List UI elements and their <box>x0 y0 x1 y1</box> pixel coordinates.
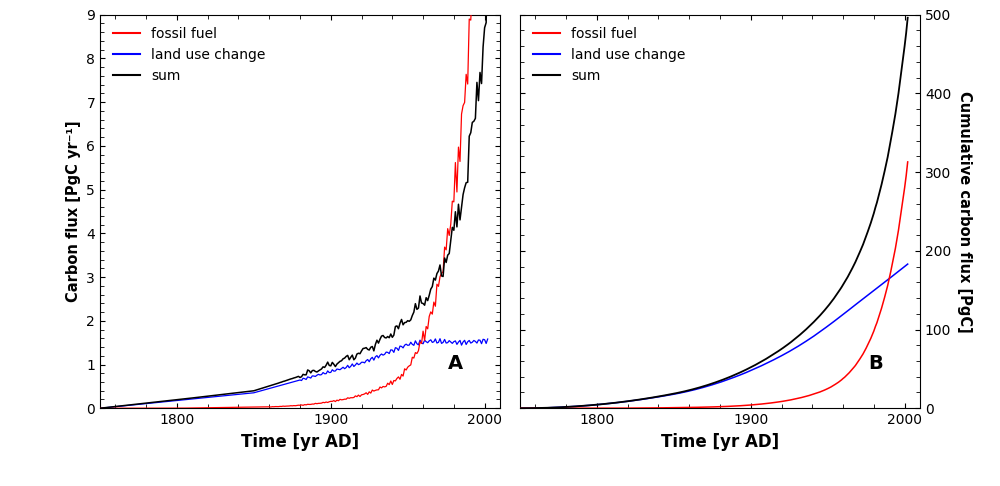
Text: B: B <box>868 354 883 373</box>
X-axis label: Time [yr AD]: Time [yr AD] <box>661 433 779 451</box>
X-axis label: Time [yr AD]: Time [yr AD] <box>241 433 359 451</box>
Y-axis label: Carbon flux [PgC yr⁻¹]: Carbon flux [PgC yr⁻¹] <box>66 121 81 302</box>
Legend: fossil fuel, land use change, sum: fossil fuel, land use change, sum <box>527 21 691 88</box>
Text: A: A <box>448 354 463 373</box>
Legend: fossil fuel, land use change, sum: fossil fuel, land use change, sum <box>107 21 271 88</box>
Y-axis label: Cumulative carbon flux [PgC]: Cumulative carbon flux [PgC] <box>957 90 972 332</box>
